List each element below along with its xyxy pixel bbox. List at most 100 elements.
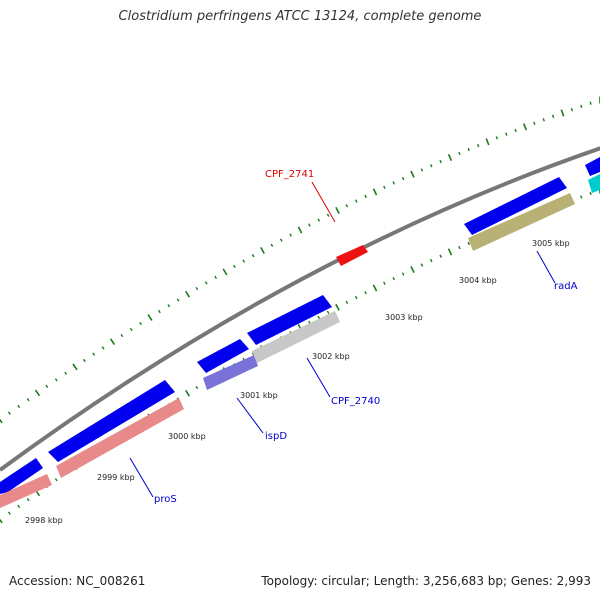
tick-mark [354, 295, 358, 300]
tick-mark [185, 389, 190, 397]
tick-mark [45, 384, 49, 388]
tick-mark [308, 223, 311, 227]
tick-label: 2998 kbp [25, 516, 63, 525]
cds-forward-ispD[interactable] [197, 339, 249, 373]
cds-reverse-CPF_2740[interactable] [252, 311, 340, 363]
tick-mark [7, 511, 11, 515]
tick-mark [54, 378, 58, 382]
cds-cyan[interactable] [588, 174, 600, 193]
tick-mark [551, 114, 555, 119]
tick-mark [570, 107, 574, 112]
tick-mark [195, 385, 199, 390]
tick-mark [485, 138, 490, 146]
tick-label: 3005 kbp [532, 239, 570, 248]
tick-mark [514, 128, 517, 133]
tick-mark [54, 478, 58, 482]
leader-CPF_2740 [306, 357, 331, 398]
tick-mark [195, 286, 199, 291]
gene-label-ispD[interactable]: ispD [265, 431, 287, 442]
tick-mark [420, 168, 424, 172]
tick-mark [242, 259, 246, 263]
tick-mark [26, 398, 30, 402]
tick-mark [439, 254, 442, 258]
tick-label: 3000 kbp [168, 432, 206, 441]
gene-label-CPF_2740[interactable]: CPF_2740 [331, 396, 380, 407]
tick-mark [458, 151, 461, 156]
outer-tick-ring [0, 96, 600, 424]
tick-mark [17, 504, 21, 508]
tick-mark [64, 371, 68, 375]
tick-mark [372, 284, 378, 292]
tick-mark [251, 254, 255, 258]
tick-mark [560, 109, 565, 117]
tick-mark [204, 281, 208, 285]
genome-summary-text: Topology: circular; Length: 3,256,683 bp… [261, 574, 591, 588]
tick-mark [467, 241, 471, 246]
tick-mark [17, 404, 21, 409]
tick-mark [580, 195, 583, 199]
tick-mark [72, 363, 78, 371]
tick-mark [429, 258, 433, 263]
tick-mark [147, 314, 153, 321]
tick-mark [364, 194, 367, 199]
tick-mark [589, 101, 592, 105]
tick-mark [335, 206, 340, 214]
tick-mark [467, 147, 470, 152]
tick-mark [326, 310, 330, 314]
tick-mark [176, 298, 180, 302]
tick-mark [317, 315, 321, 319]
tick-label: 2999 kbp [97, 473, 135, 482]
cds-forward-radA[interactable] [464, 177, 567, 235]
tick-mark [129, 327, 133, 332]
tick-mark [372, 188, 378, 196]
cds-reverse-proS-2[interactable] [56, 398, 184, 478]
map-title: Clostridium perfringens ATCC 13124, comp… [118, 9, 482, 24]
tick-mark [26, 497, 30, 502]
tick-mark [260, 247, 265, 254]
tick-mark [345, 204, 349, 208]
leader-ispD [236, 397, 264, 434]
tick-mark [0, 418, 3, 424]
tick-mark [101, 346, 105, 350]
cds-reverse-ispD[interactable] [203, 355, 258, 390]
tick-mark [410, 170, 415, 178]
tick-mark [589, 191, 592, 196]
tick-label: 3003 kbp [385, 313, 423, 322]
tick-mark [429, 164, 433, 168]
leader-proS [129, 457, 154, 498]
cds-reverse-proS[interactable] [0, 474, 52, 508]
accession-text: Accession: NC_008261 [9, 574, 146, 588]
gene-label-radA[interactable]: radA [554, 281, 578, 292]
tick-mark [495, 136, 499, 140]
genome-backbone [0, 146, 600, 472]
tick-mark [401, 272, 405, 276]
tick-mark [335, 303, 340, 311]
tick-mark [7, 411, 11, 415]
tick-mark [580, 104, 583, 109]
tick-mark [458, 245, 461, 250]
tick-mark [297, 226, 303, 234]
gene-label-CPF_2741[interactable]: CPF_2741 [265, 169, 314, 180]
inner-tick-ring [0, 186, 600, 524]
cds-reverse-radA[interactable] [468, 193, 575, 251]
tick-mark [476, 143, 480, 148]
tick-mark [401, 176, 405, 181]
tick-mark [326, 213, 330, 217]
tick-mark [439, 159, 442, 164]
cds-forward-proS[interactable] [0, 458, 43, 494]
tick-mark [505, 132, 508, 136]
tick-mark [92, 352, 96, 356]
cds-forward-3000[interactable] [48, 380, 175, 462]
tick-label: 3002 kbp [312, 352, 350, 361]
tick-mark [542, 118, 545, 122]
tick-mark [214, 275, 218, 280]
cds-forward-edge[interactable] [585, 157, 600, 176]
tick-mark [447, 153, 453, 162]
tick-mark [383, 185, 386, 190]
cds-CPF_2741[interactable] [336, 245, 368, 266]
leader-radA [536, 250, 556, 284]
cds-forward-CPF_2740[interactable] [247, 295, 332, 345]
gene-label-proS[interactable]: proS [154, 494, 177, 505]
tick-mark [392, 181, 396, 185]
